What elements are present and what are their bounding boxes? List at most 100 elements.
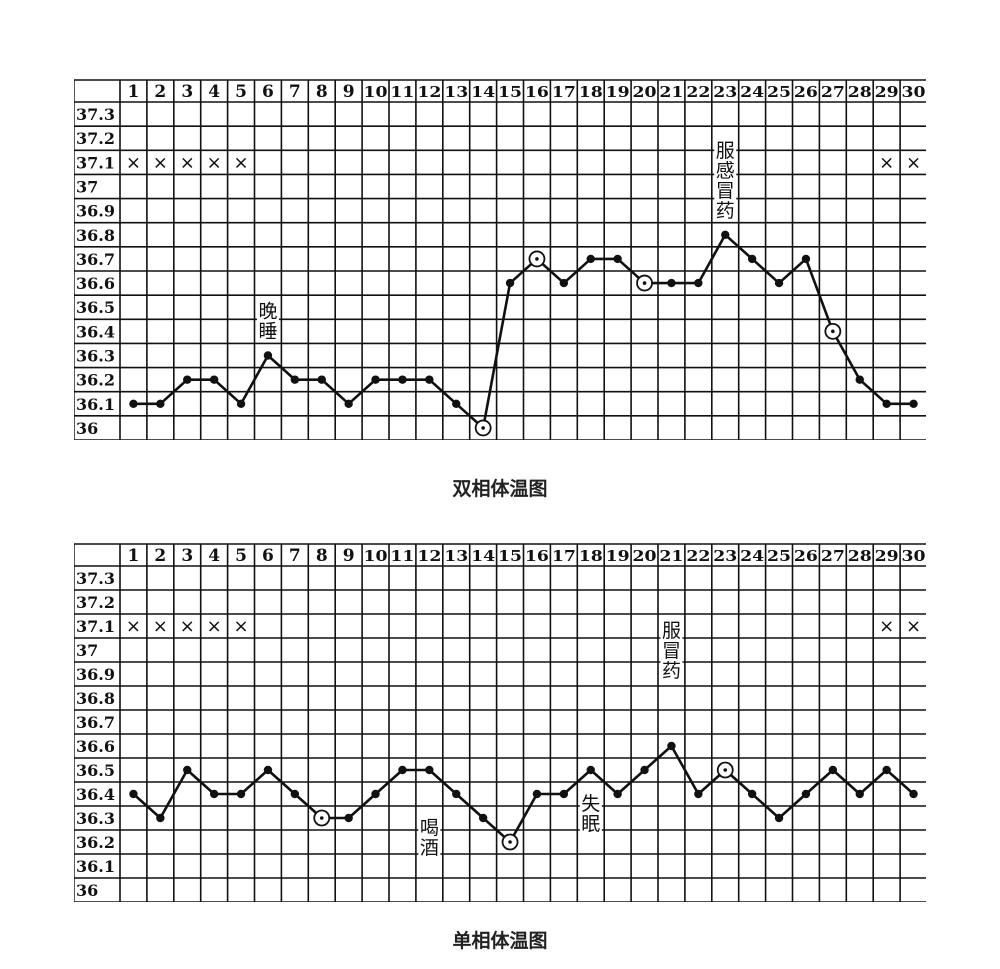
x-tick-label: 22 (686, 547, 710, 565)
annotation: 晚睡 (256, 300, 279, 343)
data-point-center (319, 816, 324, 820)
annotation-char: 药 (716, 200, 735, 222)
x-tick-label: 24 (740, 547, 764, 565)
y-tick-label: 36 (76, 881, 98, 900)
annotation-bg (660, 660, 683, 682)
y-tick-label: 36.6 (76, 737, 115, 756)
data-point (156, 813, 165, 823)
x-mark: × (180, 152, 195, 173)
x-tick-label: 23 (713, 83, 737, 101)
data-point (452, 789, 461, 799)
data-point (129, 789, 138, 799)
y-tick-label: 36.3 (76, 347, 115, 366)
grid (74, 79, 926, 440)
annotation-char: 服 (716, 140, 735, 162)
x-tick-label: 27 (821, 83, 845, 101)
annotation-bg (714, 139, 737, 161)
data-point (398, 765, 407, 775)
x-tick-label: 17 (552, 547, 576, 565)
y-tick-label: 37 (76, 641, 98, 660)
data-point (855, 789, 864, 799)
x-mark: × (234, 616, 249, 637)
data-point (505, 278, 515, 288)
x-tick-label: 20 (633, 83, 657, 101)
data-point (586, 254, 595, 264)
grid (74, 543, 926, 902)
x-tick-label: 26 (794, 83, 818, 101)
y-tick-label: 36.4 (76, 322, 115, 341)
data-point (613, 789, 622, 799)
x-tick-label: 15 (498, 83, 522, 101)
x-tick-label: 8 (316, 82, 328, 102)
annotation-char: 冒 (662, 640, 681, 662)
data-point-center (508, 840, 512, 844)
x-tick-label: 19 (606, 547, 630, 565)
x-mark: × (153, 616, 168, 637)
y-tick-label: 37.2 (76, 129, 115, 148)
data-point (721, 230, 730, 239)
annotation-bg (579, 793, 602, 814)
x-tick-label: 7 (289, 82, 301, 102)
x-tick-label: 14 (471, 83, 495, 101)
data-point (371, 375, 380, 384)
x-tick-label: 28 (848, 83, 872, 101)
y-tick-label: 36.2 (76, 371, 115, 390)
y-tick-label: 36.8 (76, 226, 115, 245)
data-point (882, 399, 891, 408)
x-tick-label: 19 (606, 83, 630, 101)
y-tick-label: 36.1 (76, 395, 115, 414)
x-mark: × (153, 152, 168, 173)
x-tick-label: 16 (525, 83, 549, 101)
data-point-center (535, 257, 539, 261)
annotation-bg (714, 179, 737, 201)
data-point (478, 813, 488, 823)
x-tick-label: 28 (848, 547, 872, 565)
data-point (532, 789, 542, 799)
data-point (183, 765, 192, 775)
y-tick-label: 36.5 (76, 298, 115, 317)
monophasic-chart-plot: 1 2 3 4 5 6 7 8 9 10 11 12 13 14 15 16 17 18 19 20 21 22 23 24 2… (74, 543, 926, 902)
x-tick-label: 11 (390, 83, 414, 101)
x-tick-label: 18 (579, 547, 603, 565)
x-tick-label: 18 (579, 83, 603, 101)
data-point (586, 765, 595, 775)
x-tick-label: 12 (417, 547, 441, 565)
chart-title: 双相体温图 (452, 478, 548, 500)
x-mark: × (126, 616, 141, 637)
data-point (882, 765, 891, 775)
data-point (156, 399, 165, 408)
x-tick-label: 21 (659, 83, 683, 101)
y-tick-label: 37.1 (76, 617, 115, 636)
data-point (640, 765, 649, 775)
data-point (747, 789, 757, 799)
annotation-char: 晚 (258, 301, 277, 323)
data-point (183, 375, 192, 384)
x-tick-label: 4 (208, 82, 220, 102)
data-point (344, 399, 353, 408)
annotation-char: 酒 (420, 837, 439, 859)
annotation-char: 感 (716, 160, 735, 182)
data-point-center (831, 329, 835, 334)
x-mark: × (906, 616, 921, 637)
x-mark: × (126, 152, 141, 173)
annotation: 喝酒 (418, 817, 441, 859)
x-tick-label: 8 (316, 546, 328, 566)
annotation-bg (579, 813, 602, 834)
y-tick-label: 36.2 (76, 833, 115, 852)
data-point (263, 351, 273, 360)
data-point (694, 278, 703, 288)
data-point (290, 375, 300, 384)
data-point (774, 278, 784, 288)
annotation-char: 失 (581, 793, 600, 815)
y-tick-label: 37 (76, 178, 98, 197)
y-tick-label: 36.1 (76, 857, 115, 876)
annotation-char: 喝 (420, 817, 439, 839)
data-point (317, 375, 326, 384)
data-point (236, 399, 246, 408)
x-tick-label: 26 (794, 547, 818, 565)
y-tick-label: 36.7 (76, 713, 115, 732)
data-point (909, 789, 918, 799)
x-mark: × (207, 616, 222, 637)
x-tick-label: 9 (343, 82, 355, 102)
